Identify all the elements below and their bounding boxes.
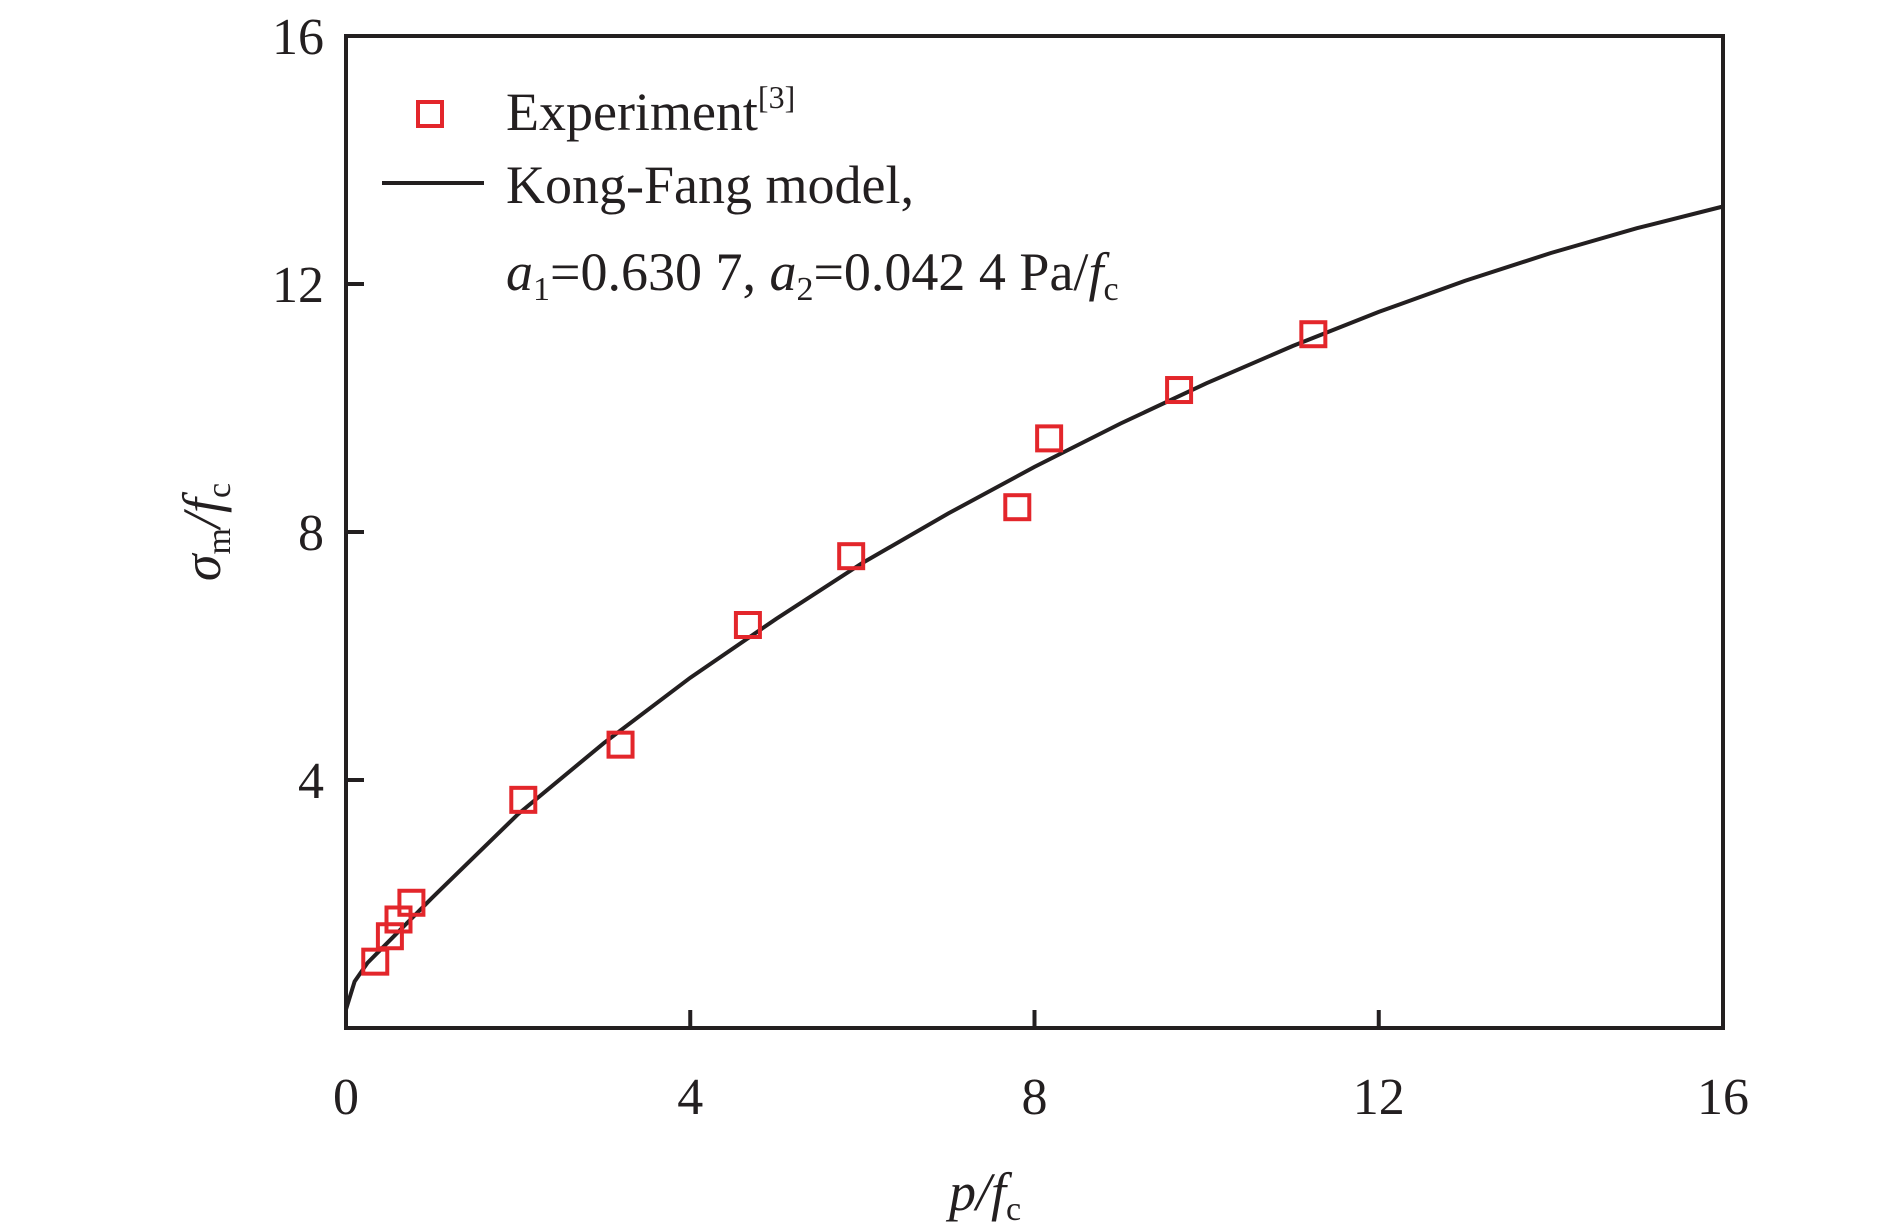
y-tick-label: 12: [272, 257, 324, 314]
experiment-point: [361, 947, 390, 976]
legend-label-experiment: Experiment[3]: [506, 79, 795, 142]
x-tick-label: 8: [1022, 1069, 1048, 1126]
experiment-point: [397, 888, 426, 917]
legend-marker-experiment: [416, 100, 444, 128]
experiment-point: [1003, 493, 1032, 522]
experiment-point: [1035, 424, 1064, 453]
legend-label-params: a1=0.630 7, a2=0.042 4 Pa/fc: [506, 242, 1119, 308]
experiment-point: [1165, 376, 1194, 405]
y-tick-label: 8: [298, 505, 324, 562]
y-tick-label: 16: [272, 9, 324, 66]
x-tick-label: 12: [1353, 1069, 1405, 1126]
x-tick-label: 16: [1697, 1069, 1749, 1126]
experiment-point: [606, 730, 635, 759]
experiment-point: [509, 785, 538, 814]
experiment-point: [375, 922, 404, 951]
model-curve: [344, 204, 1724, 1010]
legend-label-model: Kong-Fang model,: [506, 155, 914, 215]
legend: Experiment[3] Kong-Fang model, a1=0.630 …: [382, 79, 1119, 308]
experiment-point: [837, 542, 866, 571]
experiment-point: [733, 611, 762, 639]
x-axis-label: p/fc: [945, 1162, 1021, 1228]
y-axis-label: σm/fc: [172, 483, 238, 581]
y-tick-label: 4: [298, 753, 324, 810]
x-tick-label: 4: [677, 1069, 703, 1126]
experiment-point: [1299, 320, 1328, 349]
x-tick-label: 0: [333, 1069, 359, 1126]
